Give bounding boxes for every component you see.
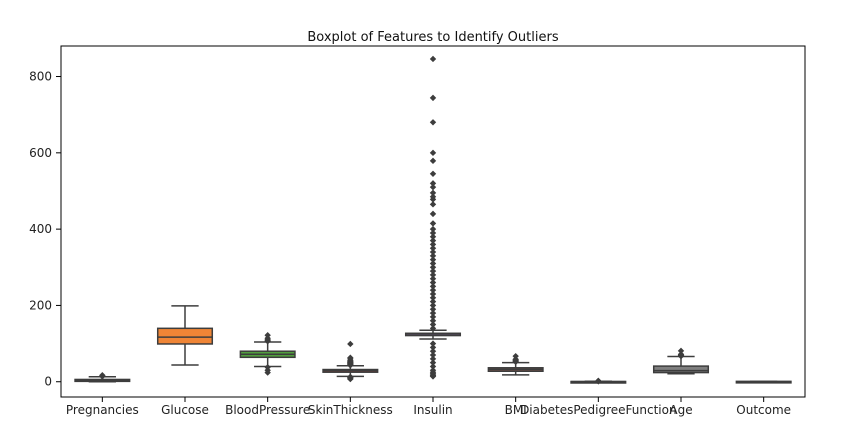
outlier-point-insulin (429, 283, 437, 290)
outlier-point-insulin (429, 309, 437, 317)
outlier-point-insulin (429, 298, 437, 305)
outlier-point-insulin (429, 325, 437, 332)
x-tick-label-pregnancies: Pregnancies (66, 403, 139, 417)
outlier-point-pregnancies (99, 372, 106, 379)
outlier-point-insulin (429, 359, 437, 366)
y-tick-label: 600 (29, 146, 52, 160)
plot-frame (60, 45, 806, 398)
outlier-point-insulin (429, 290, 437, 298)
outlier-point-bmi (512, 352, 519, 360)
outlier-point-insulin (429, 275, 437, 282)
y-tick-label: 400 (29, 222, 52, 236)
box-glucose (156, 327, 214, 345)
y-tick-label: 200 (29, 298, 52, 312)
outlier-point-insulin (429, 367, 437, 374)
outlier-point-insulin (429, 237, 437, 244)
x-tick-label-diabetespedigreefunction: DiabetesPedigreeFunction (520, 403, 677, 417)
outlier-point-insulin (429, 94, 437, 102)
outlier-point-insulin (429, 256, 437, 263)
outlier-point-diabetespedigreefunction (595, 377, 602, 385)
outlier-point-insulin (429, 260, 437, 267)
outlier-point-insulin (429, 157, 437, 165)
outlier-point-insulin (429, 271, 437, 279)
chart-title: Boxplot of Features to Identify Outliers (307, 30, 558, 45)
outlier-point-insulin (429, 294, 437, 302)
outlier-point-insulin (429, 363, 437, 370)
outlier-point-skinthickness (347, 354, 354, 361)
outlier-point-insulin (429, 264, 437, 271)
outlier-point-insulin (429, 119, 437, 126)
outlier-point-insulin (429, 348, 437, 355)
x-tick-label-age: Age (669, 403, 692, 417)
y-tick-label: 800 (29, 70, 52, 84)
x-tick-label-glucose: Glucose (161, 403, 209, 417)
outlier-point-insulin (429, 220, 437, 227)
y-tick-label: 0 (44, 375, 52, 389)
outlier-point-insulin (429, 355, 437, 363)
outlier-point-insulin (429, 245, 437, 252)
outlier-point-insulin (429, 225, 437, 233)
outlier-point-insulin (429, 267, 437, 275)
outlier-point-insulin (429, 317, 437, 324)
outlier-point-insulin (429, 233, 437, 240)
outlier-point-age (677, 347, 685, 355)
outlier-point-age (677, 351, 685, 358)
outlier-point-bloodpressure (264, 331, 271, 339)
outlier-point-skinthickness (347, 340, 354, 348)
outlier-point-bloodpressure (264, 364, 271, 371)
plot-area: 0 200 400 600 800 Pregnancies Glucose BloodPres… (29, 55, 792, 417)
outlier-point-insulin (429, 321, 437, 328)
outlier-point-insulin (429, 306, 437, 313)
x-tick-label-bloodpressure: BloodPressure (225, 403, 310, 417)
outlier-point-insulin (429, 189, 437, 197)
outlier-point-insulin (429, 351, 437, 359)
outlier-point-insulin (429, 279, 437, 286)
outlier-point-insulin (429, 252, 437, 260)
x-tick-label-skinthickness: SkinThickness (308, 403, 393, 417)
outlier-point-insulin (429, 241, 437, 248)
outlier-point-insulin (429, 210, 437, 218)
outlier-point-insulin (429, 170, 437, 178)
outlier-point-insulin (429, 229, 437, 237)
outlier-point-insulin (429, 248, 437, 256)
outlier-point-insulin (429, 180, 437, 187)
outlier-point-insulin (429, 193, 437, 200)
x-tick-label-insulin: Insulin (413, 403, 452, 417)
outlier-point-insulin (429, 183, 437, 191)
outlier-point-skinthickness (347, 373, 354, 380)
outlier-point-insulin (429, 302, 437, 309)
outlier-point-insulin (429, 340, 437, 347)
x-tick-label-outcome: Outcome (736, 403, 791, 417)
outlier-point-insulin (429, 313, 437, 321)
box-age (652, 365, 710, 374)
outlier-point-insulin (429, 149, 437, 157)
x-tick-label-bmi: BMI (505, 403, 527, 417)
outlier-point-insulin (429, 344, 437, 351)
outlier-point-insulin (429, 286, 437, 294)
outlier-point-insulin (429, 55, 437, 63)
outlier-point-insulin (429, 201, 437, 208)
